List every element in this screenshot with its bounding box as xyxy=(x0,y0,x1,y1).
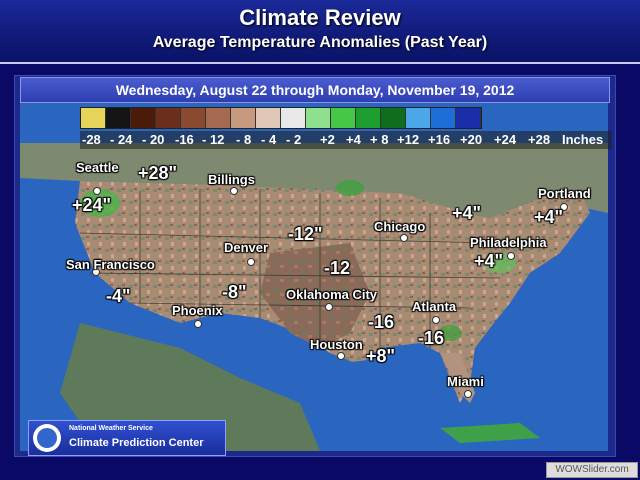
anomaly-value: -16 xyxy=(368,312,395,332)
legend-swatch xyxy=(281,108,306,128)
legend-label: +20 xyxy=(460,132,483,147)
city-label-philadelphia: Philadelphia xyxy=(470,235,547,250)
legend-swatch xyxy=(306,108,331,128)
anomaly-value: +28" xyxy=(138,163,178,183)
legend-swatch xyxy=(131,108,156,128)
city-label-phoenix: Phoenix xyxy=(172,303,223,318)
legend-swatch xyxy=(381,108,406,128)
city-marker xyxy=(432,316,440,324)
cpc-label: Climate Prediction Center xyxy=(69,437,204,449)
anomaly-map xyxy=(20,103,608,451)
legend-label: +16 xyxy=(428,132,451,147)
anomaly-value: +24" xyxy=(72,195,112,215)
city-marker xyxy=(247,258,255,266)
legend-label: - 20 xyxy=(142,132,165,147)
city-label-seattle: Seattle xyxy=(76,160,119,175)
anomaly-value: +4" xyxy=(474,251,504,271)
anomaly-value: -4" xyxy=(106,286,131,306)
city-marker xyxy=(230,187,238,195)
anomaly-value: +4" xyxy=(534,207,564,227)
legend-units: Inches xyxy=(562,132,604,147)
legend-label: -28 xyxy=(82,132,101,147)
header-banner: Climate Review Average Temperature Anoma… xyxy=(0,0,640,64)
watermark: WOWSlider.com xyxy=(546,462,638,478)
us-map-graphic xyxy=(20,103,608,451)
legend-swatch xyxy=(356,108,381,128)
legend-swatch xyxy=(431,108,456,128)
city-marker xyxy=(92,268,100,276)
anomaly-value: -12" xyxy=(288,224,323,244)
color-legend: -28 - 24 - 20 -16 - 12 - 8 - 4 - 2 +2 +4… xyxy=(80,107,612,149)
legend-swatch xyxy=(156,108,181,128)
city-label-billings: Billings xyxy=(208,172,255,187)
city-marker xyxy=(325,303,333,311)
legend-label: +28 xyxy=(528,132,551,147)
legend-label: +24 xyxy=(494,132,517,147)
legend-labels: -28 - 24 - 20 -16 - 12 - 8 - 4 - 2 +2 +4… xyxy=(80,131,612,149)
city-label-chicago: Chicago xyxy=(374,219,426,234)
legend-label: +2 xyxy=(320,132,335,147)
legend-label: +4 xyxy=(346,132,361,147)
city-label-miami: Miami xyxy=(447,374,484,389)
city-marker xyxy=(194,320,202,328)
city-marker xyxy=(337,352,345,360)
legend-swatch xyxy=(106,108,131,128)
legend-swatch xyxy=(81,108,106,128)
legend-swatch xyxy=(406,108,431,128)
legend-label: -16 xyxy=(175,132,194,147)
legend-swatch xyxy=(456,108,481,128)
legend-label: - 2 xyxy=(286,132,302,147)
legend-swatch xyxy=(231,108,256,128)
legend-label: - 24 xyxy=(110,132,133,147)
anomaly-value: -8" xyxy=(222,282,247,302)
noaa-logo-icon xyxy=(33,424,61,452)
city-marker xyxy=(93,187,101,195)
city-label-atlanta: Atlanta xyxy=(412,299,457,314)
city-marker xyxy=(400,234,408,242)
legend-swatch xyxy=(331,108,356,128)
city-label-denver: Denver xyxy=(224,240,269,255)
legend-label: - 8 xyxy=(236,132,252,147)
legend-label: +12 xyxy=(397,132,420,147)
legend-swatch xyxy=(256,108,281,128)
anomaly-value: -16 xyxy=(418,328,445,348)
date-range-bar: Wednesday, August 22 through Monday, Nov… xyxy=(20,77,610,103)
city-marker xyxy=(560,203,568,211)
page-subtitle: Average Temperature Anomalies (Past Year… xyxy=(152,34,488,51)
nws-cpc-badge: National Weather Service Climate Predict… xyxy=(28,420,226,456)
legend-swatch xyxy=(181,108,206,128)
legend-swatch xyxy=(206,108,231,128)
city-label-houston: Houston xyxy=(310,337,363,352)
city-marker xyxy=(507,252,515,260)
legend-label: - 12 xyxy=(202,132,225,147)
anomaly-value: -12 xyxy=(324,258,351,278)
anomaly-value: +4" xyxy=(452,203,482,223)
nws-label: National Weather Service xyxy=(69,425,153,432)
city-label-oklahoma-city: Oklahoma City xyxy=(286,287,378,302)
anomaly-value: +8" xyxy=(366,346,396,366)
city-label-portland: Portland xyxy=(538,186,591,201)
legend-label: - 4 xyxy=(261,132,277,147)
legend-swatches xyxy=(80,107,482,129)
city-marker xyxy=(464,390,472,398)
city-label-san-francisco: San Francisco xyxy=(66,257,155,272)
page-title: Climate Review xyxy=(239,5,401,30)
legend-label: + 8 xyxy=(370,132,389,147)
